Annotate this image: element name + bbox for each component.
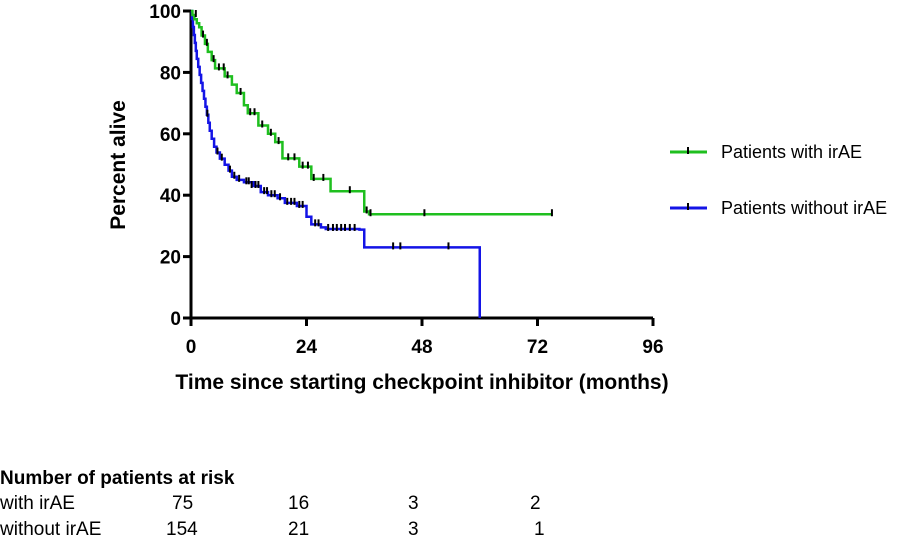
legend-label-without-irae: Patients without irAE xyxy=(721,198,887,218)
risk-count-month-24: 16 xyxy=(288,493,310,514)
axes xyxy=(189,10,653,320)
x-tick-label: 48 xyxy=(411,337,432,358)
y-tick-label: 80 xyxy=(160,63,181,84)
axis-ticks: 0 20 40 60 80 100 0 24 48 72 96 xyxy=(149,2,663,358)
x-axis-label: Time since starting checkpoint inhibitor… xyxy=(175,371,668,394)
y-tick-label: 40 xyxy=(160,186,181,207)
legend: Patients with irAE Patients without irAE xyxy=(670,142,887,218)
risk-count-month-72: 1 xyxy=(534,519,545,540)
series-with-irae xyxy=(191,9,553,217)
risk-count-month-24: 21 xyxy=(288,519,310,540)
x-tick-label: 96 xyxy=(642,337,663,358)
risk-row-with-irae: with irAE 75 16 3 2 xyxy=(0,493,921,517)
legend-label-with-irae: Patients with irAE xyxy=(721,142,862,162)
y-tick-label: 0 xyxy=(170,309,181,330)
survival-curve xyxy=(191,9,552,216)
legend-item-without-irae: Patients without irAE xyxy=(670,198,887,218)
y-axis-label: Percent alive xyxy=(107,100,130,230)
legend-item-with-irae: Patients with irAE xyxy=(670,142,862,162)
x-tick-label: 72 xyxy=(527,337,548,358)
risk-table-title: Number of patients at risk xyxy=(0,468,235,489)
risk-row-label: with irAE xyxy=(0,493,75,514)
risk-count-month-48: 3 xyxy=(408,519,419,540)
risk-count-month-48: 3 xyxy=(408,493,419,514)
y-tick-label: 20 xyxy=(160,248,181,269)
km-survival-chart: 0 20 40 60 80 100 0 24 48 72 96 Percent alive Time… xyxy=(107,2,887,394)
series-without-irae xyxy=(190,9,481,318)
series-layer xyxy=(190,9,553,318)
risk-row-without-irae: without irAE 154 21 3 1 xyxy=(0,519,921,543)
y-tick-label: 60 xyxy=(160,125,181,146)
y-tick-label: 100 xyxy=(149,2,181,23)
risk-row-label: without irAE xyxy=(0,519,102,540)
risk-count-month-72: 2 xyxy=(530,493,541,514)
x-tick-label: 0 xyxy=(186,337,197,358)
x-tick-label: 24 xyxy=(296,337,318,358)
risk-count-month-0: 75 xyxy=(172,493,194,514)
survival-curve xyxy=(190,9,481,318)
risk-count-month-0: 154 xyxy=(166,519,198,540)
